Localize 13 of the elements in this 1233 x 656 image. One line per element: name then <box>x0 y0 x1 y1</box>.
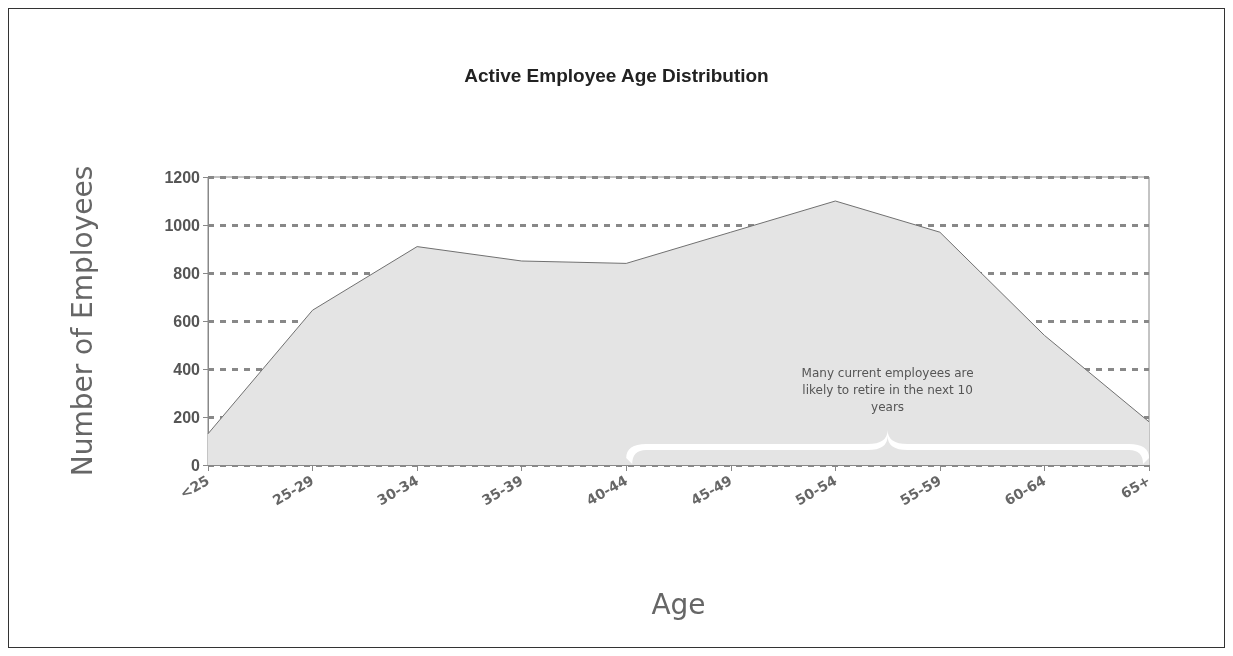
y-tick-label: 600 <box>173 312 201 330</box>
x-axis-title: Age <box>651 587 706 621</box>
y-axis-title: Number of Employees <box>65 165 99 477</box>
y-tick-label: 800 <box>173 264 201 282</box>
y-tick-label: 0 <box>191 456 201 474</box>
y-tick-label: 1000 <box>164 216 201 234</box>
x-tick-label: 65+ <box>1117 472 1153 502</box>
y-tick-label: 1200 <box>164 168 201 186</box>
x-tick-label: <25 <box>176 472 212 502</box>
y-tick-label: 400 <box>173 360 201 378</box>
chart-title: Active Employee Age Distribution <box>464 65 769 86</box>
annotation: Many current employees are likely to retire in the next 10 years <box>800 365 975 416</box>
y-tick-label: 200 <box>173 408 201 426</box>
